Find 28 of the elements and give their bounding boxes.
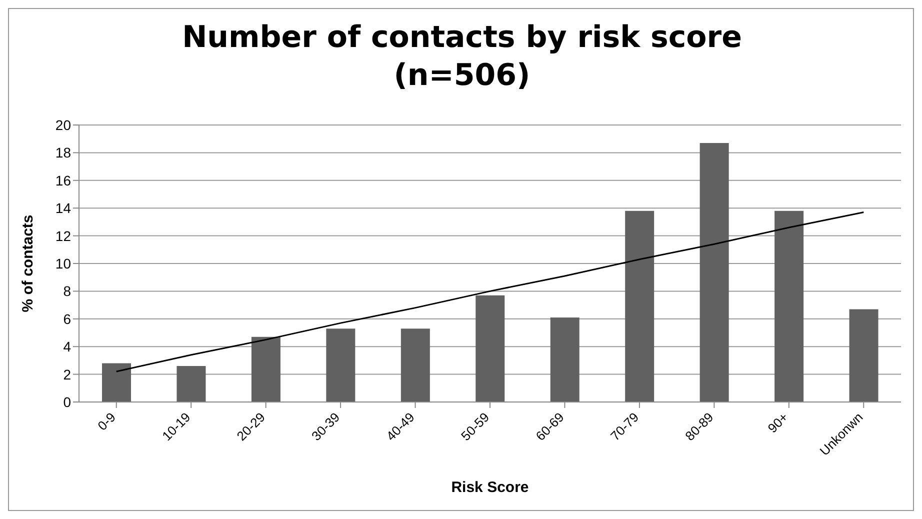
bar <box>251 336 280 402</box>
y-axis-title: % of contacts <box>19 214 36 312</box>
y-tick-label: 12 <box>55 228 72 244</box>
bar <box>550 318 580 402</box>
y-tick-label: 4 <box>63 338 72 355</box>
bar <box>326 328 356 402</box>
y-tick-label: 0 <box>63 394 72 410</box>
line-series <box>116 212 864 372</box>
bar <box>400 328 430 402</box>
bar <box>625 210 654 402</box>
y-tick-label: 6 <box>63 310 72 327</box>
y-tick-label: 2 <box>63 366 72 382</box>
x-tick-label: 0-9 <box>94 410 118 434</box>
chart-title: Number of contacts by risk score (n=506) <box>181 19 743 95</box>
bar <box>700 143 729 402</box>
y-tick-label: 16 <box>55 172 72 188</box>
bar <box>849 309 878 402</box>
bar <box>476 295 505 402</box>
y-tick-label: 18 <box>55 144 72 161</box>
x-tick-label: 90+ <box>764 410 792 436</box>
x-axis-title: Risk Score <box>451 479 529 496</box>
y-tick-label: 10 <box>55 255 72 272</box>
bar <box>774 210 804 402</box>
bar <box>176 366 206 402</box>
bar <box>102 363 131 402</box>
y-tick-label: 8 <box>63 283 72 300</box>
y-tick-label: 14 <box>55 200 72 216</box>
y-tick-label: 20 <box>55 116 72 133</box>
